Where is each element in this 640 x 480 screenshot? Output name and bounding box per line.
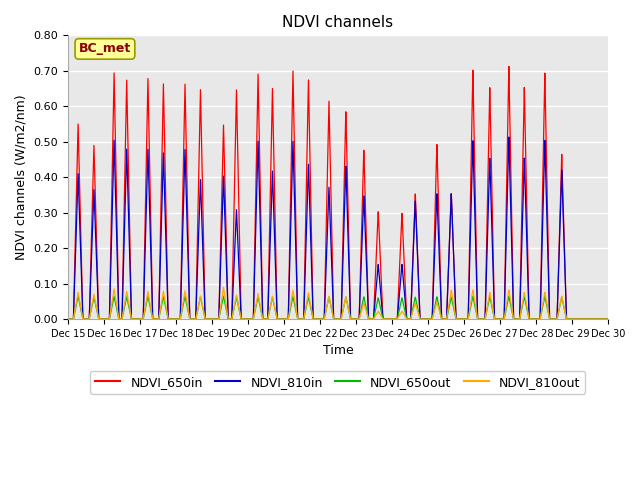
NDVI_650in <box>306 151 314 157</box>
NDVI_650in <box>604 316 612 322</box>
NDVI_650out <box>604 316 612 322</box>
NDVI_810out <box>195 300 203 306</box>
Text: BC_met: BC_met <box>79 42 131 55</box>
NDVI_650out <box>195 300 203 306</box>
NDVI_810out <box>306 299 314 304</box>
NDVI_650in <box>505 63 513 69</box>
NDVI_650out <box>64 316 72 322</box>
NDVI_650in <box>600 316 607 322</box>
NDVI_650in <box>64 316 72 322</box>
NDVI_810in <box>193 302 200 308</box>
NDVI_650out <box>193 313 200 319</box>
NDVI_650in <box>268 132 275 137</box>
Line: NDVI_810out: NDVI_810out <box>68 287 608 319</box>
NDVI_810out <box>600 316 607 322</box>
NDVI_650out <box>306 301 314 307</box>
NDVI_810in <box>195 218 203 224</box>
NDVI_810out <box>193 314 200 320</box>
Legend: NDVI_650in, NDVI_810in, NDVI_650out, NDVI_810out: NDVI_650in, NDVI_810in, NDVI_650out, NDV… <box>90 371 586 394</box>
NDVI_650out <box>74 293 82 299</box>
NDVI_810out <box>64 316 72 322</box>
Line: NDVI_650out: NDVI_650out <box>68 296 608 319</box>
NDVI_810out <box>220 284 227 290</box>
Line: NDVI_650in: NDVI_650in <box>68 66 608 319</box>
NDVI_810in <box>64 316 72 322</box>
X-axis label: Time: Time <box>323 344 353 357</box>
Line: NDVI_810in: NDVI_810in <box>68 137 608 319</box>
NDVI_650in <box>189 316 197 322</box>
NDVI_810in <box>268 198 275 204</box>
NDVI_650out <box>268 298 275 304</box>
NDVI_810in <box>604 316 612 322</box>
Title: NDVI channels: NDVI channels <box>282 15 394 30</box>
NDVI_650in <box>193 293 200 299</box>
NDVI_650out <box>600 316 607 322</box>
NDVI_650in <box>195 156 203 161</box>
NDVI_810in <box>189 316 197 322</box>
Y-axis label: NDVI channels (W/m2/nm): NDVI channels (W/m2/nm) <box>15 95 28 260</box>
NDVI_810out <box>604 316 612 322</box>
NDVI_650out <box>189 316 197 322</box>
NDVI_810in <box>306 209 314 215</box>
NDVI_810out <box>268 297 275 303</box>
NDVI_810in <box>600 316 607 322</box>
NDVI_810in <box>505 134 513 140</box>
NDVI_810out <box>189 316 197 322</box>
